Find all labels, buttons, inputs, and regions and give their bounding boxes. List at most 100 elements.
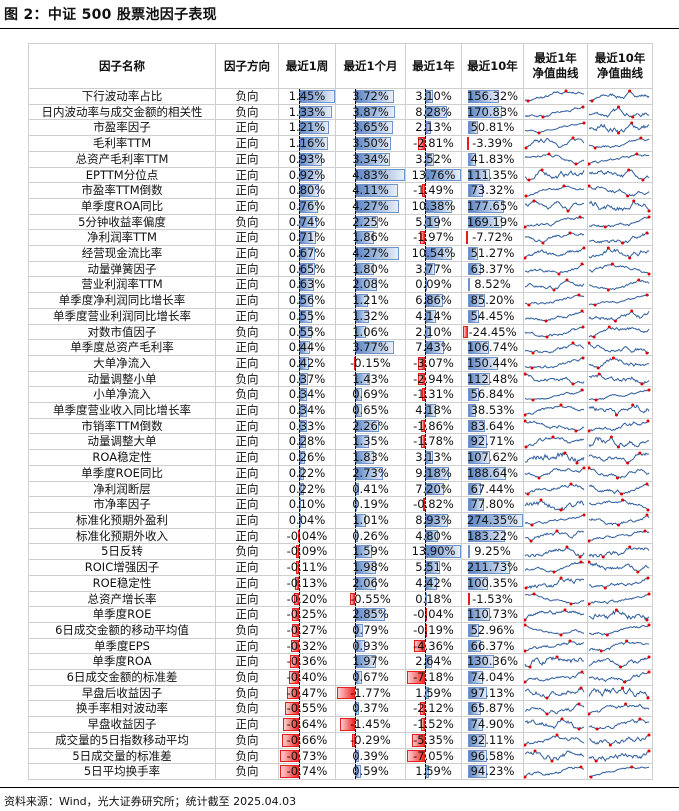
sparkline-marker — [557, 272, 561, 276]
return-value: 3.77% — [352, 340, 389, 355]
sparkline-marker — [627, 168, 631, 172]
sparkline-1y — [523, 166, 588, 184]
positive-data-bar — [467, 199, 504, 213]
return-year: -2.81% — [405, 135, 462, 152]
header-1w: 最近1周 — [278, 43, 336, 89]
table-header-row: 因子名称 因子方向 最近1周 最近1个月 最近1年 最近10年 最近1年 净值曲线 最近10年净… — [28, 43, 653, 89]
sparkline-marker — [626, 461, 630, 465]
sparkline-path — [588, 530, 650, 542]
sparkline-path — [588, 263, 650, 275]
sparkline-10y — [587, 402, 653, 419]
sparkline-marker — [555, 529, 559, 533]
factor-name: 单季度ROA同比 — [28, 197, 216, 215]
return-month: 1.98% — [335, 559, 406, 576]
return-value: 3.77% — [415, 261, 452, 276]
sparkline-marker — [568, 231, 572, 235]
sparkline-path — [524, 341, 585, 354]
factor-direction: 正向 — [215, 574, 279, 592]
sparkline-marker — [645, 618, 649, 622]
negative-data-bar — [423, 498, 426, 511]
sparkline-path — [588, 671, 650, 683]
sparkline-1y — [523, 119, 588, 137]
return-decade: 54.45% — [461, 307, 524, 325]
sparkline-marker — [537, 131, 541, 135]
sparkline-marker — [580, 388, 584, 392]
return-decade: 9.25% — [461, 543, 524, 561]
return-month: 1.59% — [335, 543, 406, 561]
sparkline-path — [588, 294, 650, 307]
return-month: 2.25% — [335, 213, 406, 231]
sparkline-10y — [587, 339, 653, 356]
sparkline-path — [524, 561, 585, 574]
zero-axis — [355, 215, 357, 229]
sparkline-path — [524, 593, 585, 605]
return-month: 2.85% — [335, 606, 406, 623]
sparkline-path — [588, 451, 650, 464]
zero-axis — [425, 246, 427, 261]
positive-data-bar — [467, 529, 505, 543]
factor-name: 市销率TTM倒数 — [28, 417, 216, 435]
return-value: -0.25% — [286, 607, 328, 622]
sparkline-path — [588, 247, 650, 260]
sparkline-10y — [587, 684, 653, 702]
zero-axis — [355, 701, 357, 716]
table-row: 5日平均换手率 负向 -0.74% 0.59% 1.59% 94.23% — [28, 763, 653, 780]
negative-data-bar — [290, 639, 299, 653]
sparkline-10y — [587, 386, 653, 404]
sparkline-marker — [625, 639, 629, 643]
header-1m: 最近1个月 — [335, 43, 406, 89]
sparkline-marker — [610, 262, 614, 266]
factor-direction: 负向 — [215, 103, 279, 121]
negative-data-bar — [291, 623, 299, 637]
sparkline-marker — [524, 445, 528, 449]
zero-axis — [425, 733, 427, 748]
positive-data-bar — [467, 184, 483, 197]
sparkline-marker — [641, 178, 645, 182]
return-value: 6.86% — [415, 293, 452, 308]
sparkline-marker — [547, 152, 551, 156]
return-month: 2.08% — [335, 276, 406, 294]
sparkline-10y — [587, 669, 653, 686]
return-value: 111.35% — [466, 167, 519, 182]
factor-name: 标准化预期外盈利 — [28, 511, 216, 529]
sparkline-1y — [523, 559, 588, 576]
return-year: -4.36% — [405, 637, 462, 655]
negative-data-bar — [420, 435, 426, 449]
factor-name: 营业利润率TTM — [28, 276, 216, 294]
sparkline-path — [588, 122, 650, 134]
return-month: 2.06% — [335, 574, 406, 592]
sparkline-1y — [523, 276, 588, 294]
zero-axis — [425, 262, 427, 276]
return-week: 1.21% — [278, 119, 336, 137]
factor-direction: 负向 — [215, 88, 279, 105]
return-year: 10.54% — [405, 245, 462, 262]
return-month: 0.37% — [335, 700, 406, 718]
sparkline-1y — [523, 370, 588, 388]
zero-axis — [298, 434, 300, 449]
return-value: 77.80% — [470, 497, 515, 512]
return-value: -1.53% — [472, 591, 513, 606]
sparkline-1y — [523, 731, 588, 749]
sparkline-10y — [587, 449, 653, 466]
return-value: 52.96% — [470, 622, 515, 637]
zero-axis — [298, 466, 300, 481]
sparkline-10y — [587, 511, 653, 529]
negative-data-bar — [420, 419, 426, 433]
return-week: -0.09% — [278, 543, 336, 561]
return-value: 211.73% — [466, 560, 519, 575]
sparkline-1y — [523, 402, 588, 419]
return-value: -1.31% — [413, 387, 454, 402]
return-value: 0.33% — [288, 418, 326, 433]
sparkline-marker — [559, 508, 563, 512]
sparkline-10y — [587, 354, 653, 372]
sparkline-path — [588, 750, 650, 762]
zero-axis — [298, 701, 300, 716]
return-month: 4.27% — [335, 245, 406, 262]
sparkline-marker — [563, 608, 567, 612]
sparkline-path — [588, 137, 650, 150]
sparkline-1y — [523, 260, 588, 278]
zero-axis — [425, 450, 427, 465]
sparkline-marker — [593, 303, 597, 307]
zero-axis — [355, 749, 357, 763]
return-decade: 183.22% — [461, 527, 524, 545]
